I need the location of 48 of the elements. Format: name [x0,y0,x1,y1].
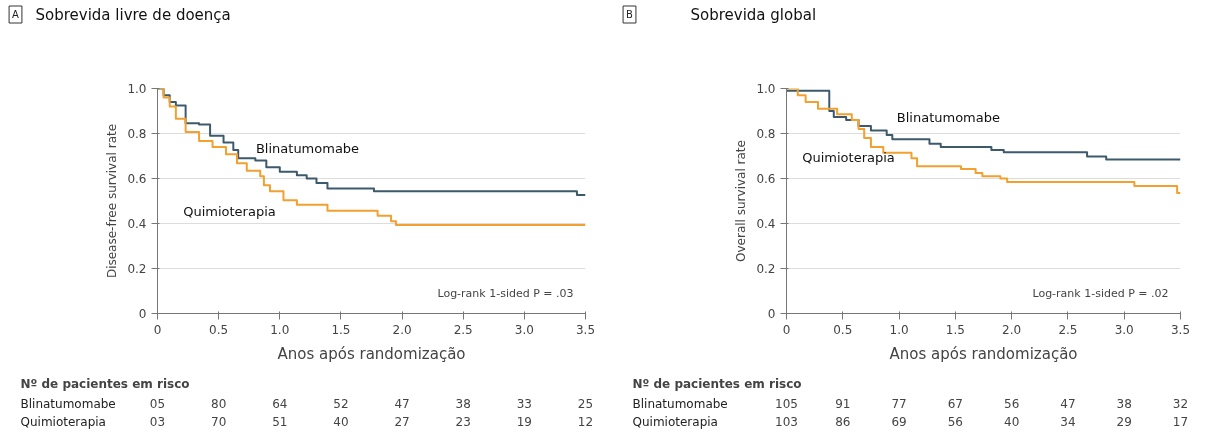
x-tick-label: 1.0 [889,322,909,337]
x-tick-label: 2.5 [1058,322,1078,337]
x-tick-label: 2.0 [1002,322,1022,337]
y-tick-label: 0.4 [127,217,147,231]
chart-title: Sobrevida global [690,5,817,24]
x-tick-label: 0.5 [209,322,229,337]
x-tick-label: 3.5 [575,322,596,337]
text: Blinatumomabe 05 80 64 52 47 38 33 25 [20,396,594,411]
x-tick-label: 2.0 [392,322,412,337]
x-tick-label: 3.0 [514,322,534,337]
x-axis-title: Anos após randomização [277,344,466,363]
series-label: Quimioterapia [802,150,895,165]
y-tick-label: 0.2 [756,262,776,276]
y-tick-label: 0.6 [127,172,147,186]
y-tick-label: 0 [767,307,776,321]
text: Quimioterapia 103 86 69 56 40 34 29 17 [632,414,1189,429]
text: Nº de pacientes em risco [632,376,802,391]
x-tick-label: 0 [153,322,162,337]
x-tick-label: 1.0 [270,322,290,337]
annotation: Log-rank 1-sided P = .02 [1032,287,1169,300]
series-label: Blinatumomabe [255,141,360,156]
x-axis-title: Anos após randomização [889,344,1078,363]
x-tick-label: 0 [782,322,791,337]
text: Blinatumomabe 105 91 77 67 56 47 38 32 [632,396,1189,411]
y-tick-label: 0.6 [756,172,776,186]
annotation: Log-rank 1-sided P = .03 [437,287,574,300]
x-tick-label: 1.5 [945,322,965,337]
y-tick-label: 0.4 [756,217,776,231]
x-tick-label: 3.5 [1170,322,1191,337]
x-tick-label: 0.5 [833,322,853,337]
y-tick-label: 0 [138,307,147,321]
y-axis-title: Overall survival rate [734,140,749,262]
text: Quimioterapia 03 70 51 40 27 23 19 12 [20,414,594,429]
y-tick-label: 0.8 [127,127,147,141]
series-label: Quimioterapia [183,204,276,219]
series-label: Blinatumomabe [896,109,1001,125]
y-tick-label: 1.0 [127,82,147,96]
x-tick-label: 2.5 [453,322,473,337]
y-tick-label: 0.8 [756,127,776,141]
x-tick-label: 1.5 [331,322,351,337]
x-tick-label: 3.0 [1114,322,1134,337]
y-tick-label: 0.2 [127,262,147,276]
y-tick-label: 1.0 [756,82,776,96]
text: B [626,9,634,20]
text: Nº de pacientes em risco [20,376,190,391]
y-axis-title: Disease-free survival rate [105,123,120,279]
text: A [12,9,20,20]
chart-title: Sobrevida livre de doença [35,5,231,24]
